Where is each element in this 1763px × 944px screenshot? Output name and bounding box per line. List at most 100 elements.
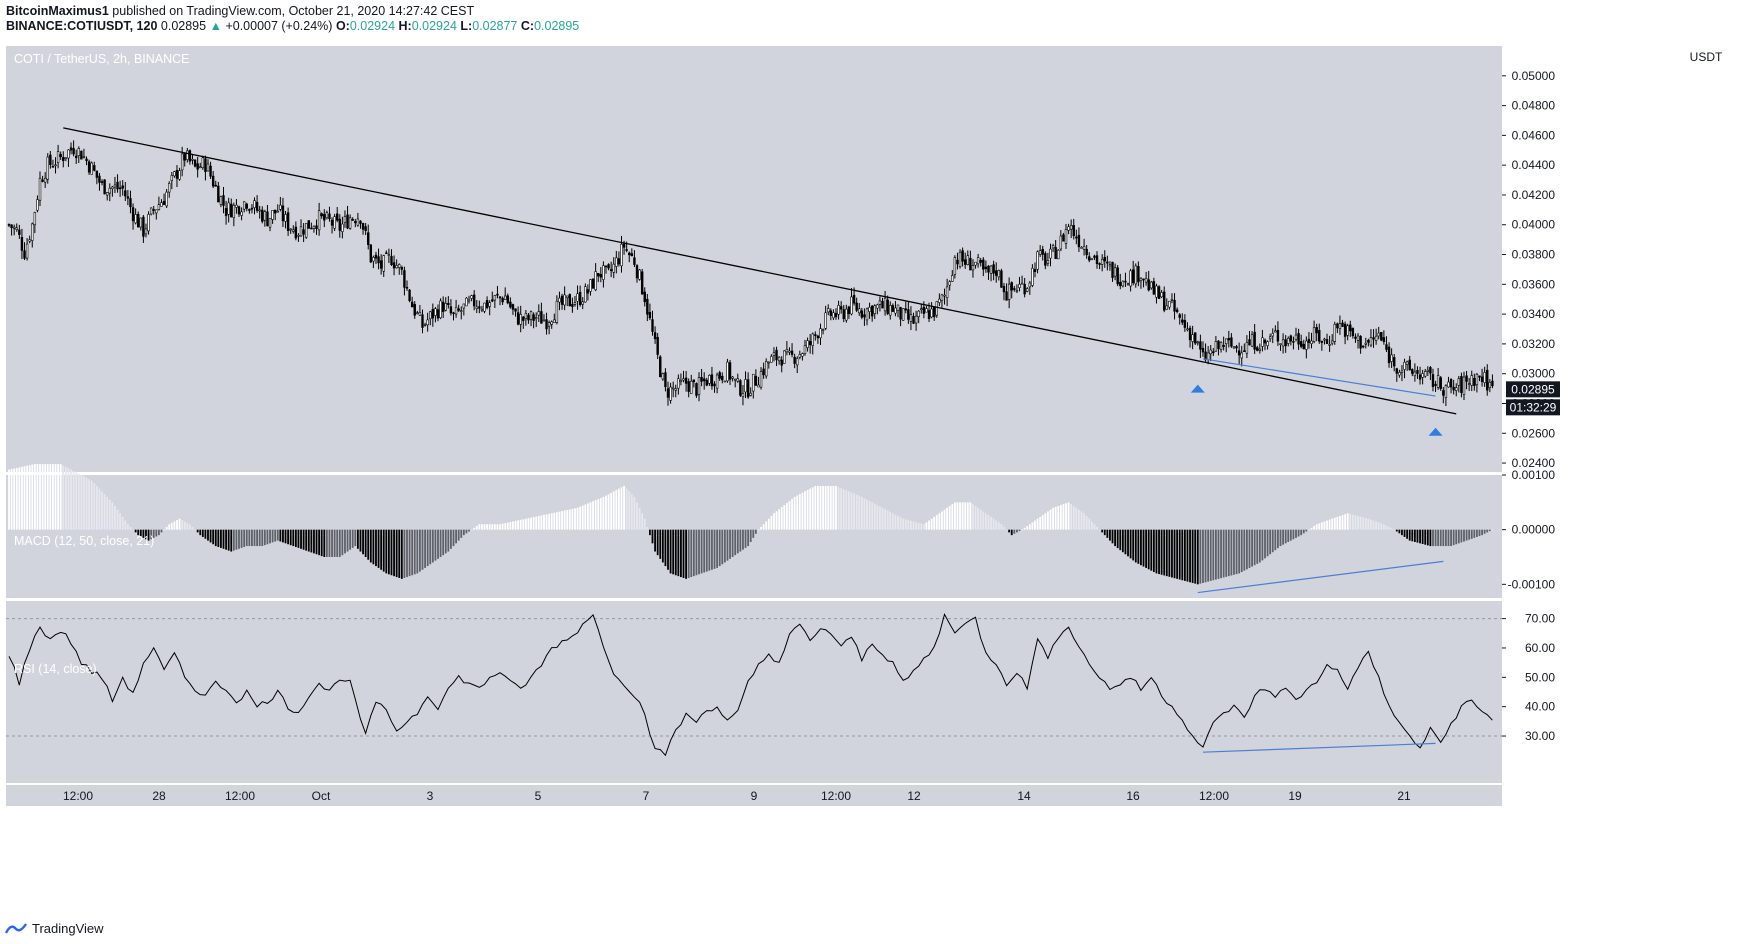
macd-bar <box>1018 529 1021 532</box>
candle-body <box>250 207 254 210</box>
candle-body <box>1054 247 1057 259</box>
candle-body <box>31 223 34 241</box>
macd-bar <box>842 489 845 530</box>
candle-body <box>390 256 393 266</box>
macd-bar <box>563 510 566 530</box>
candle-body <box>1075 236 1078 239</box>
macd-bar <box>866 499 868 530</box>
candle-body <box>568 294 572 307</box>
macd-bar <box>1080 511 1083 530</box>
macd-bar <box>390 529 393 576</box>
candle-body <box>387 254 391 256</box>
candle-body <box>1170 299 1174 301</box>
macd-bar <box>1036 518 1039 530</box>
macd-bar <box>447 529 450 552</box>
macd-bar <box>1158 529 1160 575</box>
macd-bar <box>1010 529 1013 536</box>
macd-bar <box>21 466 23 530</box>
macd-bar <box>659 529 662 559</box>
candle-body <box>1007 283 1011 300</box>
candle-body <box>1038 250 1042 255</box>
macd-bar <box>897 516 899 530</box>
macd-bar <box>367 529 370 560</box>
macd-bar <box>67 468 70 530</box>
candle-body <box>423 324 427 326</box>
candle-body <box>294 226 298 239</box>
candle-body <box>214 184 217 187</box>
publish-info: published on TradingView.com, October 21… <box>112 4 475 18</box>
candle-body <box>93 165 96 171</box>
macd-bar <box>227 529 230 551</box>
macd-bar <box>1339 516 1341 530</box>
price-tick-label: 0.03400 <box>1512 307 1556 321</box>
macd-bar <box>186 522 189 530</box>
time-tick-label: 28 <box>152 789 166 803</box>
macd-bar <box>553 512 556 530</box>
candle-body <box>1059 235 1063 250</box>
macd-bar <box>315 529 318 555</box>
candle-body <box>573 302 577 305</box>
candle-body <box>131 207 135 222</box>
macd-bar <box>1261 529 1264 561</box>
candle-body <box>1307 338 1311 343</box>
macd-bar <box>550 513 553 530</box>
countdown-value: 01:32:29 <box>1510 400 1557 414</box>
candle-body <box>1315 326 1318 334</box>
candle-body <box>901 308 905 321</box>
candle-body <box>341 223 344 233</box>
candle-body <box>1297 333 1300 345</box>
candle-body <box>697 377 701 395</box>
candle-body <box>85 158 88 162</box>
candle-body <box>80 150 83 160</box>
macd-bar <box>1465 529 1468 541</box>
candle-body <box>116 181 119 190</box>
macd-bar <box>204 529 207 539</box>
candle-body <box>43 177 47 183</box>
candle-body <box>555 300 559 323</box>
macd-bar <box>767 518 770 530</box>
macd-bar <box>1202 529 1204 583</box>
macd-bar <box>793 496 796 530</box>
candle-body <box>914 315 918 324</box>
macd-bar <box>778 509 781 530</box>
macd-bar <box>1028 524 1031 530</box>
macd-bar <box>1442 529 1445 547</box>
macd-bar <box>46 464 49 530</box>
candle-body <box>7 224 11 226</box>
symbol-label[interactable]: BINANCE:COTIUSDT, 120 <box>6 19 158 33</box>
macd-bar <box>1111 529 1114 544</box>
candle-body <box>1408 359 1411 371</box>
candle-body <box>537 311 540 316</box>
macd-bar <box>917 522 920 530</box>
macd-bar <box>1116 529 1119 549</box>
candle-body <box>850 296 853 315</box>
candle-body <box>1090 258 1094 261</box>
candle-body <box>180 153 184 171</box>
tradingview-footer[interactable]: TradingView <box>4 920 104 936</box>
chart-canvas[interactable]: 0.05000 0.04800 0.04600 0.04400 0.04200 0.040… <box>0 44 1763 912</box>
candle-body <box>863 314 866 318</box>
candle-body <box>62 157 65 162</box>
candle-body <box>1320 340 1324 343</box>
candle-body <box>661 373 665 380</box>
macd-bar <box>558 511 561 530</box>
macd-bar <box>1044 513 1047 530</box>
price-tick-label: 0.04000 <box>1512 218 1556 232</box>
candle-body <box>59 154 62 158</box>
rsi-series: 70.00 60.00 50.00 40.00 30.00 <box>6 612 1555 757</box>
candle-body <box>149 207 153 215</box>
candle-body <box>304 223 308 238</box>
candle-body <box>816 335 820 339</box>
macd-bar <box>77 473 80 530</box>
macd-bar <box>289 529 292 546</box>
price-tick-label: 0.04600 <box>1512 128 1556 142</box>
macd-bar <box>881 507 884 530</box>
author-name[interactable]: BitcoinMaximus1 <box>6 4 109 18</box>
candle-body <box>1237 350 1241 356</box>
candle-body <box>1023 283 1026 295</box>
macd-bar <box>147 529 150 541</box>
macd-bar <box>333 529 336 557</box>
macd-bar <box>1085 516 1088 530</box>
candle-body <box>178 170 181 180</box>
candle-body <box>74 155 78 159</box>
